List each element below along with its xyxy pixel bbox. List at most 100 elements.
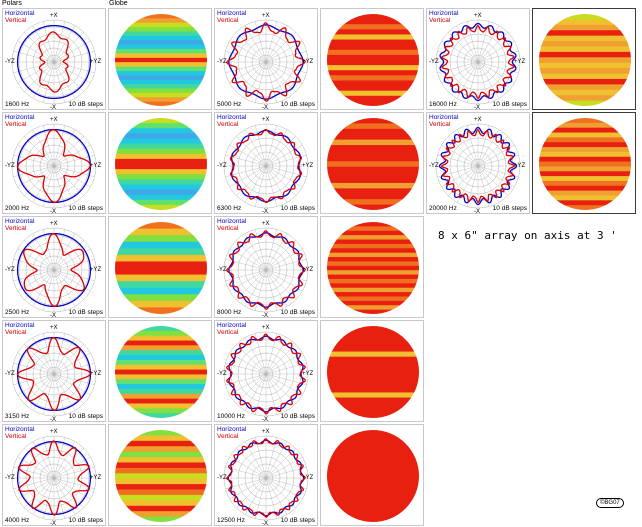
- grid-spoke: [13, 165, 55, 178]
- grid-spoke: [448, 61, 479, 92]
- grid-spoke: [42, 437, 55, 479]
- globe-band: [327, 491, 419, 500]
- grid-spoke: [265, 61, 303, 84]
- globe-band: [327, 145, 419, 152]
- globe-band: [327, 70, 419, 76]
- vertical-curve: [17, 129, 91, 203]
- horizontal-curve: [439, 22, 517, 102]
- globe-band: [115, 478, 207, 485]
- globe-band: [327, 75, 419, 82]
- globe-band: [327, 326, 419, 332]
- grid-spoke: [265, 248, 303, 271]
- grid-spoke: [24, 61, 55, 92]
- globe-band: [327, 499, 419, 508]
- grid-spoke: [229, 40, 267, 63]
- globe-band: [115, 158, 207, 165]
- globe-band: [327, 476, 419, 485]
- globe-band: [115, 350, 207, 356]
- grid-spoke: [53, 362, 95, 375]
- globe-band: [115, 379, 207, 385]
- globe-band: [327, 166, 419, 173]
- globe-band: [115, 40, 207, 46]
- globe-band: [327, 226, 419, 232]
- frequency-label: 3150 Hz: [5, 413, 30, 420]
- grid-spoke: [53, 165, 84, 196]
- axis-label-right: +YZ: [90, 59, 102, 65]
- grid-spoke: [477, 165, 490, 207]
- grid-spoke: [53, 269, 84, 300]
- globe-band: [327, 161, 419, 168]
- legend-horizontal: Horizontal: [217, 426, 247, 433]
- horizontal-curve: [228, 24, 304, 100]
- axis-label-left: -YZ: [217, 59, 227, 65]
- globe-svg: [539, 118, 631, 210]
- horizontal-curve: [228, 232, 304, 308]
- axis-label-top: +X: [262, 221, 270, 227]
- grid-spoke: [254, 125, 267, 167]
- globe-band: [327, 19, 419, 25]
- globe-band: [327, 397, 419, 404]
- frequency-label: 2500 Hz: [5, 309, 30, 316]
- globe-band: [539, 190, 631, 197]
- polar-svg: [223, 123, 309, 209]
- globe-band: [327, 437, 419, 446]
- globe-band: [539, 14, 631, 21]
- steps-label: 10 dB steps: [492, 205, 527, 212]
- grid-spoke: [53, 229, 66, 271]
- grid-spoke: [244, 61, 267, 99]
- globe-band: [327, 243, 419, 249]
- globe-band: [327, 222, 419, 227]
- globe-svg: [115, 222, 207, 314]
- globe-band: [327, 372, 419, 378]
- globe-band: [539, 185, 631, 192]
- globe-band: [115, 384, 207, 390]
- globe-band: [327, 172, 419, 179]
- globe-band: [539, 46, 631, 53]
- globe-svg: [327, 118, 419, 210]
- legend-horizontal: Horizontal: [429, 10, 459, 17]
- polar-svg: [223, 227, 309, 313]
- axis-label-right: +YZ: [302, 163, 314, 169]
- globe-band: [327, 305, 419, 311]
- grid-spoke: [254, 269, 267, 311]
- globe-band: [115, 340, 207, 346]
- grid-spoke: [229, 248, 267, 271]
- grid-spoke: [265, 240, 296, 271]
- globe-plot: [108, 216, 212, 318]
- globe-band: [327, 182, 419, 189]
- axis-label-top: +X: [262, 429, 270, 435]
- globe-band: [115, 494, 207, 501]
- grid-spoke: [42, 165, 55, 207]
- globe-band: [539, 68, 631, 75]
- globe-band: [327, 177, 419, 184]
- axis-label-left: -YZ: [217, 371, 227, 377]
- grid-spoke: [24, 136, 55, 167]
- polar-plot: Horizontal Vertical 12500 Hz 10 dB steps +X -…: [214, 424, 318, 527]
- vertical-curve: [229, 129, 303, 203]
- globe-band: [327, 155, 419, 162]
- grid-spoke: [244, 373, 267, 411]
- frequency-label: 12500 Hz: [217, 517, 245, 524]
- polar-plot: Horizontal Vertical 8000 Hz 10 dB steps +X -X…: [214, 216, 318, 319]
- steps-label: 10 dB steps: [68, 101, 103, 108]
- axis-label-bottom: -X: [50, 313, 56, 319]
- grid-spoke: [265, 337, 288, 375]
- polar-plot: Horizontal Vertical 1600 Hz 10 dB steps +X -X…: [2, 8, 106, 111]
- grid-spoke: [24, 240, 55, 271]
- grid-spoke: [53, 32, 84, 63]
- axis-label-top: +X: [474, 117, 482, 123]
- globe-band: [327, 274, 419, 280]
- globe-band: [115, 241, 207, 249]
- globe-band: [327, 387, 419, 394]
- globe-band: [539, 118, 631, 124]
- grid-spoke: [53, 477, 76, 515]
- polar-svg: [223, 435, 309, 521]
- globe-band: [327, 34, 419, 41]
- axis-label-left: -YZ: [217, 475, 227, 481]
- grid-spoke: [32, 477, 55, 515]
- globe-band: [115, 22, 207, 28]
- globe-band: [327, 128, 419, 135]
- globe-band: [115, 79, 207, 85]
- grid-spoke: [265, 269, 288, 307]
- grid-spoke: [244, 25, 267, 63]
